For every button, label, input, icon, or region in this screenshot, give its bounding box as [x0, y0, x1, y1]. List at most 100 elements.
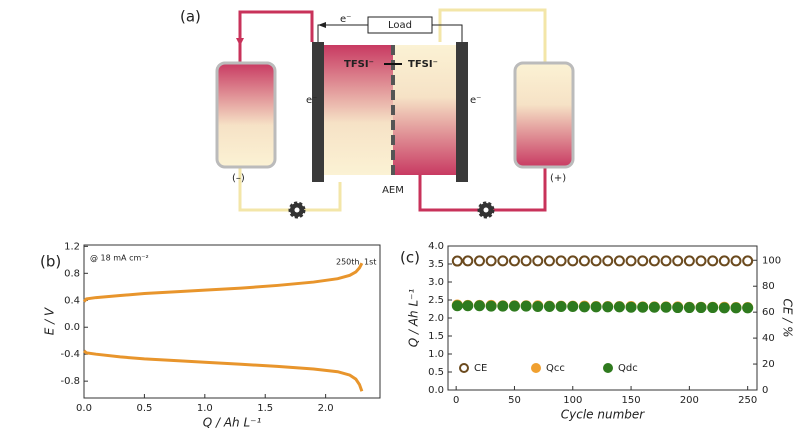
data-point — [567, 255, 579, 267]
anion-label: TFSI⁻ — [344, 59, 374, 70]
x-tick-label: 150 — [622, 395, 641, 406]
y-tick-label: 1.5 — [428, 331, 444, 342]
y2-tick-label: 80 — [762, 281, 775, 292]
data-point — [672, 255, 684, 267]
data-point — [660, 255, 672, 267]
y2-tick-label: 60 — [762, 307, 775, 318]
x-tick-label: 0.0 — [76, 403, 92, 414]
polarity-label: (+) — [550, 173, 566, 184]
y-tick-label: 2.5 — [428, 295, 444, 306]
electron-label: e⁻ — [306, 95, 317, 106]
electron-label: e⁻ — [340, 14, 351, 25]
electrode — [312, 42, 324, 182]
data-point — [613, 301, 625, 313]
legend-marker — [531, 363, 541, 373]
data-point — [660, 301, 672, 313]
panel-label: (c) — [400, 249, 420, 267]
data-point — [718, 255, 730, 267]
y-tick-label: 3.5 — [428, 259, 444, 270]
annotation: 250th — [336, 258, 359, 267]
y-tick-label: -0.8 — [60, 376, 80, 387]
x-tick-label: 1.0 — [197, 403, 213, 414]
data-point — [555, 255, 567, 267]
y2-tick-label: 0 — [762, 385, 768, 396]
y-tick-label: 1.0 — [428, 349, 444, 360]
tank — [513, 61, 575, 169]
data-point — [648, 301, 660, 313]
legend-marker — [459, 363, 469, 373]
compartment — [324, 45, 393, 175]
y2-axis-label: CE / % — [781, 298, 795, 337]
data-point — [648, 255, 660, 267]
data-point — [543, 255, 555, 267]
data-point — [578, 255, 590, 267]
data-point — [730, 255, 742, 267]
plot-frame — [447, 245, 758, 391]
data-point — [532, 255, 544, 267]
y-tick-label: 3.0 — [428, 277, 444, 288]
x-tick-label: 250 — [738, 395, 757, 406]
data-point — [532, 300, 544, 312]
data-point — [520, 300, 532, 312]
plot-frame — [83, 244, 381, 399]
data-point — [613, 255, 625, 267]
x-tick-label: 100 — [563, 395, 582, 406]
annotation: 1st — [364, 258, 376, 267]
data-point — [625, 255, 637, 267]
data-point — [742, 255, 754, 267]
data-point — [451, 300, 463, 312]
tank — [215, 61, 277, 169]
panel-label: (a) — [180, 8, 201, 26]
y-axis-label: Q / Ah L⁻¹ — [407, 289, 421, 348]
polarity-label: (–) — [232, 173, 245, 184]
pump — [294, 207, 300, 213]
legend-label: CE — [474, 363, 487, 374]
data-point — [462, 300, 474, 312]
y2-tick-label: 20 — [762, 359, 775, 370]
y2-tick-label: 100 — [762, 255, 781, 266]
data-point — [695, 302, 707, 314]
arrow — [318, 22, 326, 28]
legend-label: Qcc — [546, 363, 565, 374]
legend-marker — [603, 363, 613, 373]
y-tick-label: 2.0 — [428, 313, 444, 324]
x-axis-label: Cycle number — [561, 408, 646, 422]
y-axis-label: E / V — [43, 307, 57, 335]
data-point — [672, 302, 684, 314]
data-point — [462, 255, 474, 267]
data-point — [520, 255, 532, 267]
x-axis-label: Q / Ah L⁻¹ — [203, 416, 262, 430]
data-point — [602, 255, 614, 267]
data-point — [543, 300, 555, 312]
arrow — [236, 38, 244, 46]
pipe — [438, 8, 547, 65]
electron-label: e⁻ — [470, 95, 481, 106]
data-point — [707, 255, 719, 267]
data-point — [451, 255, 463, 267]
compartment — [393, 45, 456, 175]
y-tick-label: 1.2 — [64, 241, 80, 252]
data-point — [508, 255, 520, 267]
data-point — [590, 301, 602, 313]
data-line — [83, 349, 364, 392]
legend-label: Qdc — [618, 363, 638, 374]
data-point — [567, 300, 579, 312]
data-point — [683, 255, 695, 267]
data-point — [473, 300, 485, 312]
annotation: @ 18 mA cm⁻² — [90, 254, 149, 263]
data-point — [485, 300, 497, 312]
data-point — [497, 300, 509, 312]
x-tick-label: 50 — [508, 395, 521, 406]
y-tick-label: 0.0 — [64, 322, 80, 333]
data-point — [485, 255, 497, 267]
anion-label: TFSI⁻ — [408, 59, 438, 70]
data-point — [637, 255, 649, 267]
y-tick-label: -0.4 — [60, 349, 80, 360]
data-point — [637, 301, 649, 313]
panel-label: (b) — [40, 253, 61, 271]
x-tick-label: 200 — [680, 395, 699, 406]
membrane-label: AEM — [382, 185, 404, 196]
data-point — [742, 302, 754, 314]
y-tick-label: 0.5 — [428, 367, 444, 378]
